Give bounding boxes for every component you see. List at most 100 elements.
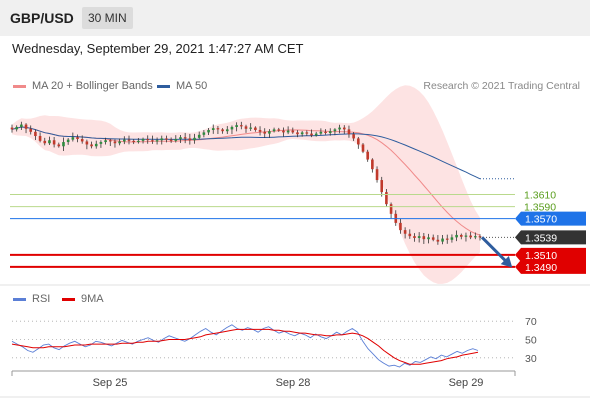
candle-body (113, 141, 117, 144)
candle-body (286, 130, 290, 133)
level-label: 1.3610 (524, 190, 556, 202)
candle-body (155, 140, 159, 142)
candle-body (380, 180, 384, 193)
candle-body (99, 142, 103, 144)
candle-body (169, 139, 173, 141)
candle-body (132, 140, 135, 143)
candle-body (85, 141, 89, 145)
level-label: 1.3490 (525, 262, 557, 274)
level-label: 1.3539 (525, 232, 557, 244)
rsi-tick-label: 30 (525, 353, 537, 365)
forecast-arrowhead (500, 256, 513, 268)
candle-body (333, 129, 337, 132)
rsi-tick-label: 70 (525, 316, 537, 328)
rsi-tick-label: 50 (525, 335, 537, 347)
candle-body (408, 233, 412, 237)
legend-rsi-label: RSI (32, 293, 51, 305)
legend-bollinger-label: MA 20 + Bollinger Bands (32, 80, 153, 92)
candle-body (24, 124, 28, 129)
candle-body (244, 126, 248, 129)
candle-body (211, 128, 215, 130)
candle-body (385, 192, 388, 205)
candle-body (347, 129, 351, 135)
candle-body (197, 134, 201, 138)
candle-body (38, 136, 42, 141)
candle-body (375, 169, 379, 181)
rsi-line (11, 324, 479, 368)
candle-body (282, 130, 285, 133)
candle-body (127, 139, 131, 141)
candle-body (207, 129, 210, 133)
candle-body (146, 139, 150, 141)
x-tick-label: Sep 29 (449, 377, 484, 389)
bollinger-swatch (13, 84, 26, 88)
bollinger-band (12, 85, 480, 284)
candle-body (296, 132, 299, 135)
candle-body (258, 129, 262, 132)
candle-body (221, 129, 224, 132)
candle-body (48, 140, 51, 144)
candle-body (263, 131, 267, 134)
candle-body (371, 159, 374, 170)
forecast-arrow (480, 236, 510, 265)
x-tick-label: Sep 28 (276, 377, 311, 389)
candle-body (15, 126, 18, 130)
candle-body (174, 139, 178, 141)
candle-body (455, 234, 458, 238)
candle-body (310, 133, 313, 136)
rsi-swatch (13, 297, 26, 301)
candle-body (305, 132, 309, 134)
candle-body (277, 129, 281, 131)
timestamp: Wednesday, September 29, 2021 1:47:27 AM… (12, 41, 304, 56)
candle-body (352, 134, 355, 139)
candle-body (459, 234, 463, 237)
candle-body (137, 140, 140, 143)
candle-body (399, 222, 402, 231)
candle-body (431, 237, 435, 240)
timeframe-button[interactable]: 30 MIN (82, 7, 133, 29)
candle-body (441, 238, 444, 242)
candle-body (151, 140, 154, 142)
candle-body (478, 236, 482, 238)
ma50-swatch (157, 84, 170, 88)
candle-body (90, 144, 93, 147)
candle-body (427, 237, 430, 240)
candle-body (20, 124, 23, 127)
candle-body (324, 131, 327, 134)
candle-body (193, 137, 196, 141)
candle-body (43, 140, 47, 144)
candle-body (300, 132, 304, 135)
candle-body (328, 131, 332, 134)
candle-body (141, 139, 145, 141)
candle-body (361, 144, 365, 152)
ma50-line (11, 126, 481, 180)
candle-body (474, 236, 477, 238)
candle-body (216, 128, 220, 130)
candle-body (268, 131, 271, 134)
level-label: 1.3510 (525, 250, 557, 262)
candle-body (342, 127, 346, 130)
candle-body (403, 230, 407, 234)
level-badge (515, 211, 586, 226)
candle-body (249, 127, 252, 129)
level-label: 1.3590 (524, 202, 556, 214)
candle-body (80, 139, 84, 142)
level-badge (515, 230, 586, 245)
x-tick-label: Sep 25 (93, 377, 128, 389)
candle-body (108, 140, 112, 142)
candle-body (57, 144, 61, 147)
candle-body (464, 235, 468, 237)
legend-9ma: 9MA (62, 293, 104, 305)
candle-body (160, 138, 164, 141)
candle-body (338, 127, 341, 130)
legend-ma50: MA 50 (157, 80, 207, 92)
candle-body (240, 125, 243, 127)
candle-body (66, 139, 70, 143)
candle-body (94, 143, 98, 147)
candle-body (29, 128, 33, 132)
candle-body (445, 238, 449, 240)
legend-bollinger: MA 20 + Bollinger Bands (13, 80, 153, 92)
candle-body (62, 142, 65, 147)
candle-body (165, 138, 168, 140)
candle-body (179, 137, 182, 140)
